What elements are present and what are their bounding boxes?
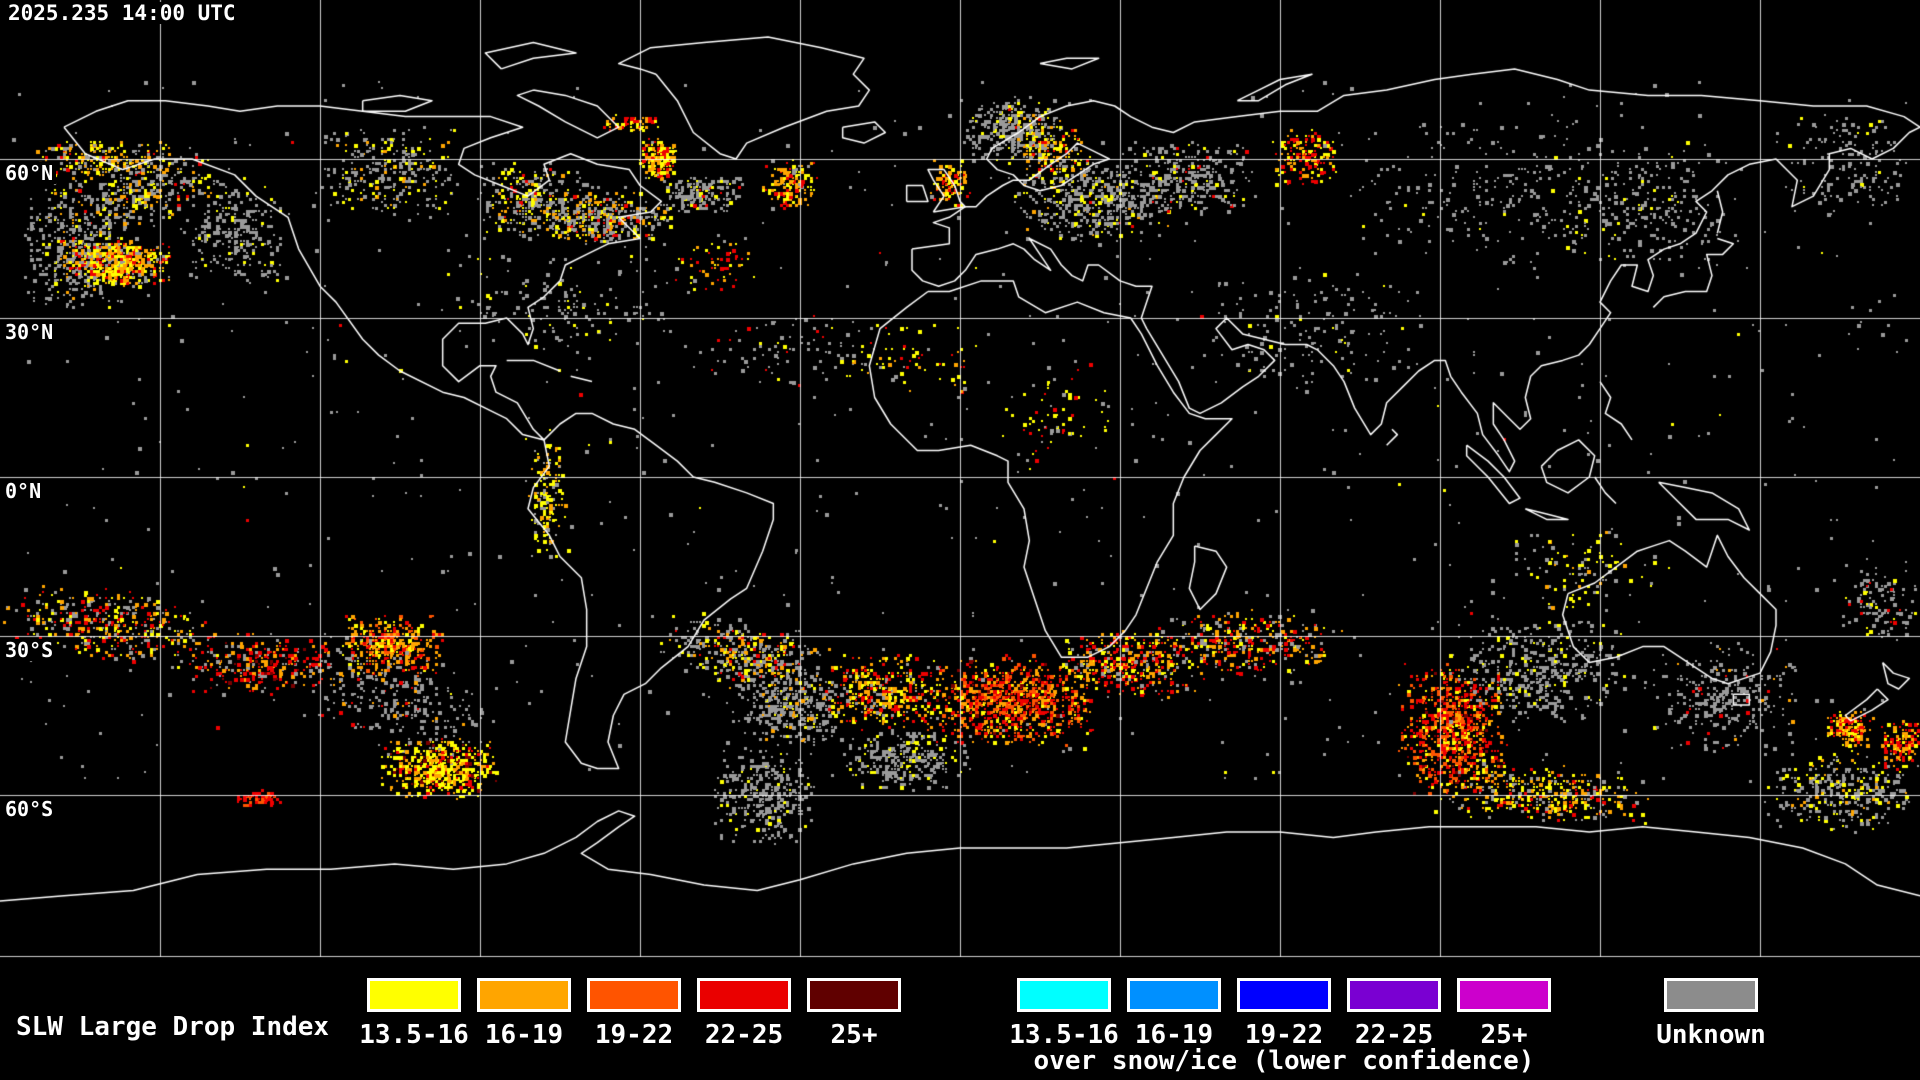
legend-item: 13.5-16 [1009, 978, 1119, 1050]
legend-snowice-caption: over snow/ice (lower confidence) [1033, 1046, 1535, 1076]
legend-swatch [1017, 978, 1111, 1012]
timestamp-label: 2025.235 14:00 UTC [5, 2, 239, 24]
legend-swatch [1127, 978, 1221, 1012]
legend-swatch [1347, 978, 1441, 1012]
latitude-label: 30°N [2, 321, 57, 343]
legend-item: 22-25 [689, 978, 799, 1050]
legend-swatch [367, 978, 461, 1012]
legend-item-label: 16-19 [1134, 1020, 1214, 1050]
legend-title: SLW Large Drop Index [16, 1012, 330, 1042]
legend-item: 25+ [1449, 978, 1559, 1050]
legend-item-label: Unknown [1656, 1020, 1766, 1050]
latitude-label: 60°N [2, 162, 57, 184]
legend-item-label: 19-22 [1244, 1020, 1324, 1050]
legend-item-label: 13.5-16 [359, 1020, 469, 1050]
legend-item-label: 19-22 [594, 1020, 674, 1050]
legend-item-label: 13.5-16 [1009, 1020, 1119, 1050]
legend-item-label: 25+ [830, 1020, 878, 1050]
legend-item-label: 22-25 [1354, 1020, 1434, 1050]
legend-group-standard: 13.5-16 16-19 19-22 22-25 25+ [359, 978, 909, 1050]
legend-item-label: 25+ [1480, 1020, 1528, 1050]
legend-swatch [1237, 978, 1331, 1012]
legend-swatch [477, 978, 571, 1012]
legend-swatch [1664, 978, 1758, 1012]
legend-item: Unknown [1656, 978, 1766, 1050]
legend-item: 25+ [799, 978, 909, 1050]
legend-swatch [697, 978, 791, 1012]
legend-item: 19-22 [1229, 978, 1339, 1050]
legend-item: 22-25 [1339, 978, 1449, 1050]
latitude-label: 30°S [2, 639, 57, 661]
latitude-label: 60°S [2, 798, 57, 820]
legend-item: 19-22 [579, 978, 689, 1050]
legend-swatch [1457, 978, 1551, 1012]
legend-group-snowice: 13.5-16 16-19 19-22 22-25 25+ [1009, 978, 1559, 1050]
legend-bar: SLW Large Drop Index 13.5-16 16-19 19-22 22… [0, 954, 1920, 1080]
latitude-label: 0°N [2, 480, 45, 502]
world-map-canvas [0, 0, 1920, 960]
legend-item: 16-19 [469, 978, 579, 1050]
legend-item-label: 16-19 [484, 1020, 564, 1050]
legend-item: 13.5-16 [359, 978, 469, 1050]
legend-unknown-group: Unknown [1656, 978, 1766, 1050]
legend-swatch [807, 978, 901, 1012]
legend-item-label: 22-25 [704, 1020, 784, 1050]
legend-swatch [587, 978, 681, 1012]
legend-item: 16-19 [1119, 978, 1229, 1050]
